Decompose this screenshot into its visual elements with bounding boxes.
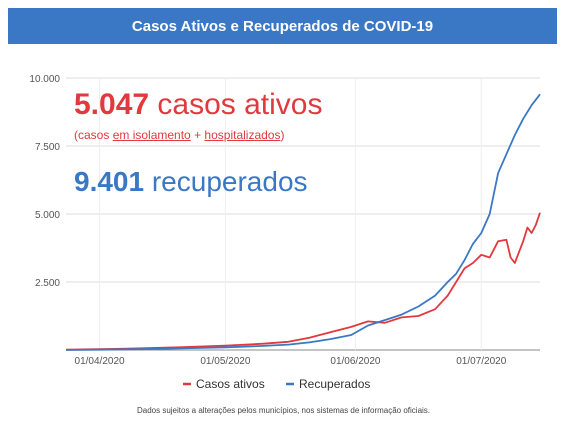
subtitle-close: )	[280, 128, 285, 142]
hospitalized-link[interactable]: hospitalizados	[204, 128, 281, 142]
chart-title: Casos Ativos e Recuperados de COVID-19	[131, 17, 434, 35]
chart-title-bar: Casos Ativos e Recuperados de COVID-19	[8, 8, 557, 44]
recovered-headline: 9.401 recuperados	[74, 166, 308, 198]
series-line-casos-ativos	[65, 212, 541, 351]
series-line-recuperados	[65, 93, 541, 351]
y-tick-label: 7.500	[35, 142, 60, 153]
x-axis-ticks: 01/04/2020 01/05/2020 01/06/2020 01/07/2020	[75, 356, 507, 367]
x-tick-label: 01/06/2020	[330, 356, 380, 367]
recovered-number: 9.401	[74, 166, 145, 197]
legend-label-casos-ativos: Casos ativos	[196, 377, 265, 391]
x-tick-label: 01/04/2020	[75, 356, 125, 367]
active-cases-number: 5.047	[74, 88, 150, 121]
isolation-link[interactable]: em isolamento	[112, 128, 191, 142]
legend-label-recuperados: Recuperados	[299, 377, 370, 391]
y-tick-label: 10.000	[29, 74, 60, 85]
x-tick-label: 01/05/2020	[200, 356, 250, 367]
active-cases-label: casos ativos	[157, 88, 323, 121]
gridlines	[66, 77, 540, 351]
active-cases-subtitle: (casos em isolamento + hospitalizados)	[74, 128, 284, 142]
legend: Casos ativos Recuperados	[183, 377, 370, 391]
subtitle-open: (casos	[74, 128, 113, 142]
active-cases-headline: 5.047 casos ativos	[74, 88, 323, 122]
y-tick-label: 5.000	[35, 210, 60, 221]
footnote: Dados sujeitos a alterações pelos municí…	[136, 406, 431, 415]
x-tick-label: 01/07/2020	[456, 356, 506, 367]
y-axis-ticks: 2.500 5.000 7.500 10.000	[29, 74, 60, 289]
subtitle-plus: +	[190, 128, 205, 142]
recovered-label: recuperados	[151, 166, 308, 197]
series-lines	[65, 93, 541, 351]
y-tick-label: 2.500	[35, 278, 60, 289]
